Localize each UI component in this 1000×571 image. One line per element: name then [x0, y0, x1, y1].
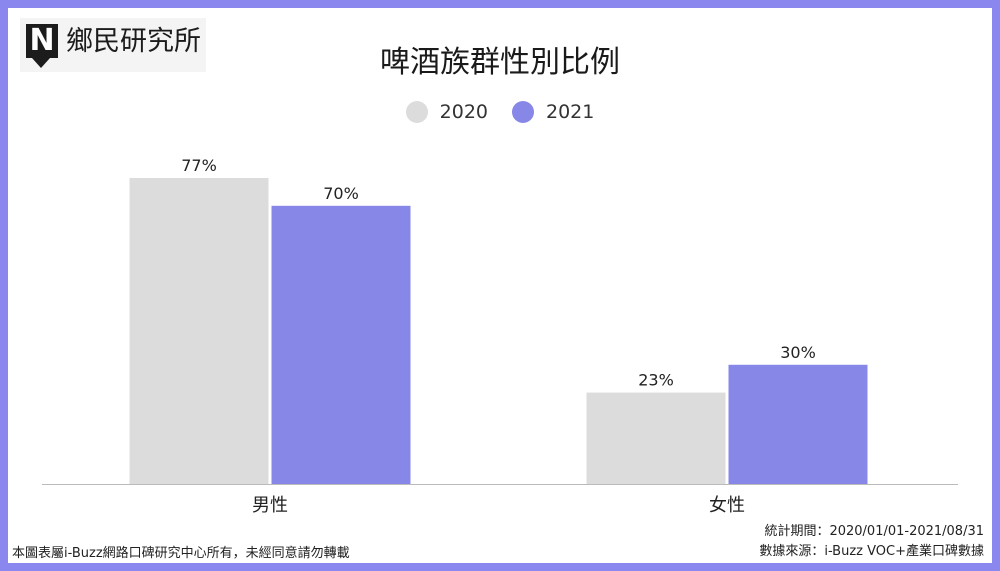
source-notes: 統計期間：2020/01/01-2021/08/31 數據來源：i-Buzz V… — [759, 522, 984, 562]
bar-chart: 77% 70% 男性 23% 30% 女性 — [42, 156, 958, 516]
statistics-period: 統計期間：2020/01/01-2021/08/31 — [764, 524, 984, 539]
brand-logo: N 鄉民研究所 — [20, 18, 206, 72]
bar-2020-1 — [586, 392, 726, 484]
category-label-1: 女性 — [709, 495, 745, 516]
legend-label-2021: 2021 — [546, 101, 595, 123]
data-label-2021-1: 30% — [780, 343, 816, 362]
category-label-0: 男性 — [252, 495, 288, 516]
copyright-note: 本圖表屬i-Buzz網路口碑研究中心所有，未經同意請勿轉載 — [12, 546, 350, 561]
legend-item-2020: 2020 — [405, 101, 488, 123]
chart-legend: 2020 2021 — [8, 100, 992, 124]
bar-2021-0 — [271, 205, 411, 484]
bar-2020-0 — [129, 178, 269, 484]
logo-n-icon: N — [26, 24, 58, 58]
data-label-2021-0: 70% — [323, 184, 359, 203]
data-label-2020-1: 23% — [638, 371, 674, 390]
logo-pin-tail — [32, 58, 50, 68]
chart-frame: N 鄉民研究所 啤酒族群性別比例 2020 2021 77% 70% 男性 23% 30… — [8, 8, 992, 563]
legend-swatch-2021 — [512, 101, 534, 123]
legend-swatch-2020 — [405, 101, 428, 123]
chart-title: 啤酒族群性別比例 — [380, 45, 620, 80]
data-source: 數據來源：i-Buzz VOC+產業口碑數據 — [759, 544, 984, 559]
bar-2021-1 — [728, 364, 868, 484]
legend-item-2021: 2021 — [512, 101, 594, 123]
data-label-2020-0: 77% — [181, 156, 217, 175]
logo-text: 鄉民研究所 — [66, 26, 201, 57]
legend-label-2020: 2020 — [439, 101, 488, 123]
